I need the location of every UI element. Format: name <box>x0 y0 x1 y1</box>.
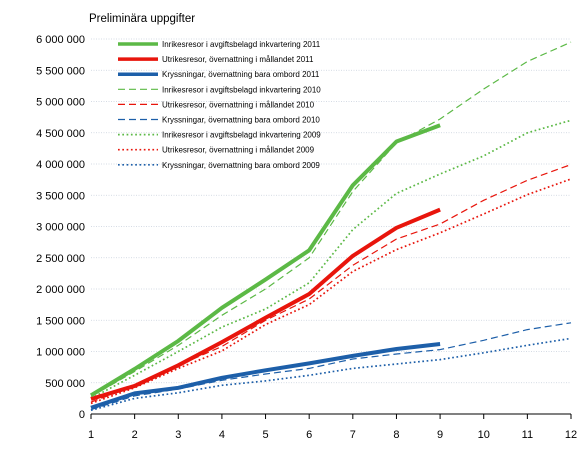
legend: Inrikesresor i avgiftsbelagd inkvarterin… <box>118 40 321 170</box>
chart-subtitle: Preliminära uppgifter <box>89 13 195 25</box>
series-lines <box>89 41 572 412</box>
legend-label: Kryssningar, övernattning bara ombord 20… <box>162 70 320 79</box>
x-axis: 1 2 3 4 5 6 7 8 9 10 11 12 <box>88 413 577 441</box>
y-tick-label: 5 500 000 <box>36 65 85 77</box>
x-tick-label: 2 <box>132 429 138 441</box>
x-tick-label: 8 <box>393 429 399 441</box>
y-tick-label: 3 000 000 <box>36 222 85 234</box>
y-tick-label: 2 000 000 <box>36 284 85 296</box>
series-line-3 <box>90 342 441 410</box>
y-tick-label: 1 500 000 <box>36 315 85 327</box>
x-tick-label: 12 <box>565 429 577 441</box>
gridlines <box>91 38 571 384</box>
series-line-7 <box>90 119 572 400</box>
series-line-5 <box>90 164 572 403</box>
y-tick-label: 4 500 000 <box>36 128 85 140</box>
y-tick-label: 4 000 000 <box>36 159 85 171</box>
y-tick-label: 6 000 000 <box>36 34 85 46</box>
x-tick-label: 6 <box>306 429 312 441</box>
legend-label: Utrikesresor, övernattning i mållandet 2… <box>162 146 315 155</box>
legend-label: Kryssningar, övernattning bara ombord 20… <box>162 161 320 170</box>
y-tick-label: 2 500 000 <box>36 253 85 265</box>
series-line-9 <box>90 337 572 412</box>
series-line-2 <box>90 207 441 401</box>
legend-label: Kryssningar, övernattning bara ombord 20… <box>162 116 320 125</box>
x-tick-label: 9 <box>437 429 443 441</box>
y-tick-label: 5 000 000 <box>36 97 85 109</box>
x-tick-label: 7 <box>350 429 356 441</box>
x-tick-label: 11 <box>522 429 533 441</box>
y-tick-label: 500 000 <box>45 378 85 390</box>
x-tick-label: 3 <box>175 429 181 441</box>
y-tick-label: 1 000 000 <box>36 347 85 359</box>
series-line-1 <box>89 123 441 398</box>
legend-label: Utrikesresor, övernattning i mållandet 2… <box>162 100 315 109</box>
legend-label: Inrikesresor i avgiftsbelagd inkvarterin… <box>162 40 321 49</box>
y-tick-label: 3 500 000 <box>36 190 85 202</box>
series-line-4 <box>90 41 572 398</box>
y-axis: 0 500 000 1 000 000 1 500 000 2 000 000 2 500… <box>36 34 85 421</box>
legend-label: Inrikesresor i avgiftsbelagd inkvarterin… <box>162 85 321 94</box>
legend-label: Inrikesresor i avgiftsbelagd inkvarterin… <box>162 131 321 140</box>
x-tick-label: 4 <box>219 429 225 441</box>
legend-label: Utrikesresor, övernattning i mållandet 2… <box>162 55 314 64</box>
x-tick-label: 10 <box>478 429 490 441</box>
x-tick-label: 1 <box>88 429 94 441</box>
x-tick-label: 5 <box>262 429 268 441</box>
series-line-6 <box>90 322 572 411</box>
series-line-8 <box>90 178 572 405</box>
y-tick-label: 0 <box>79 409 85 421</box>
